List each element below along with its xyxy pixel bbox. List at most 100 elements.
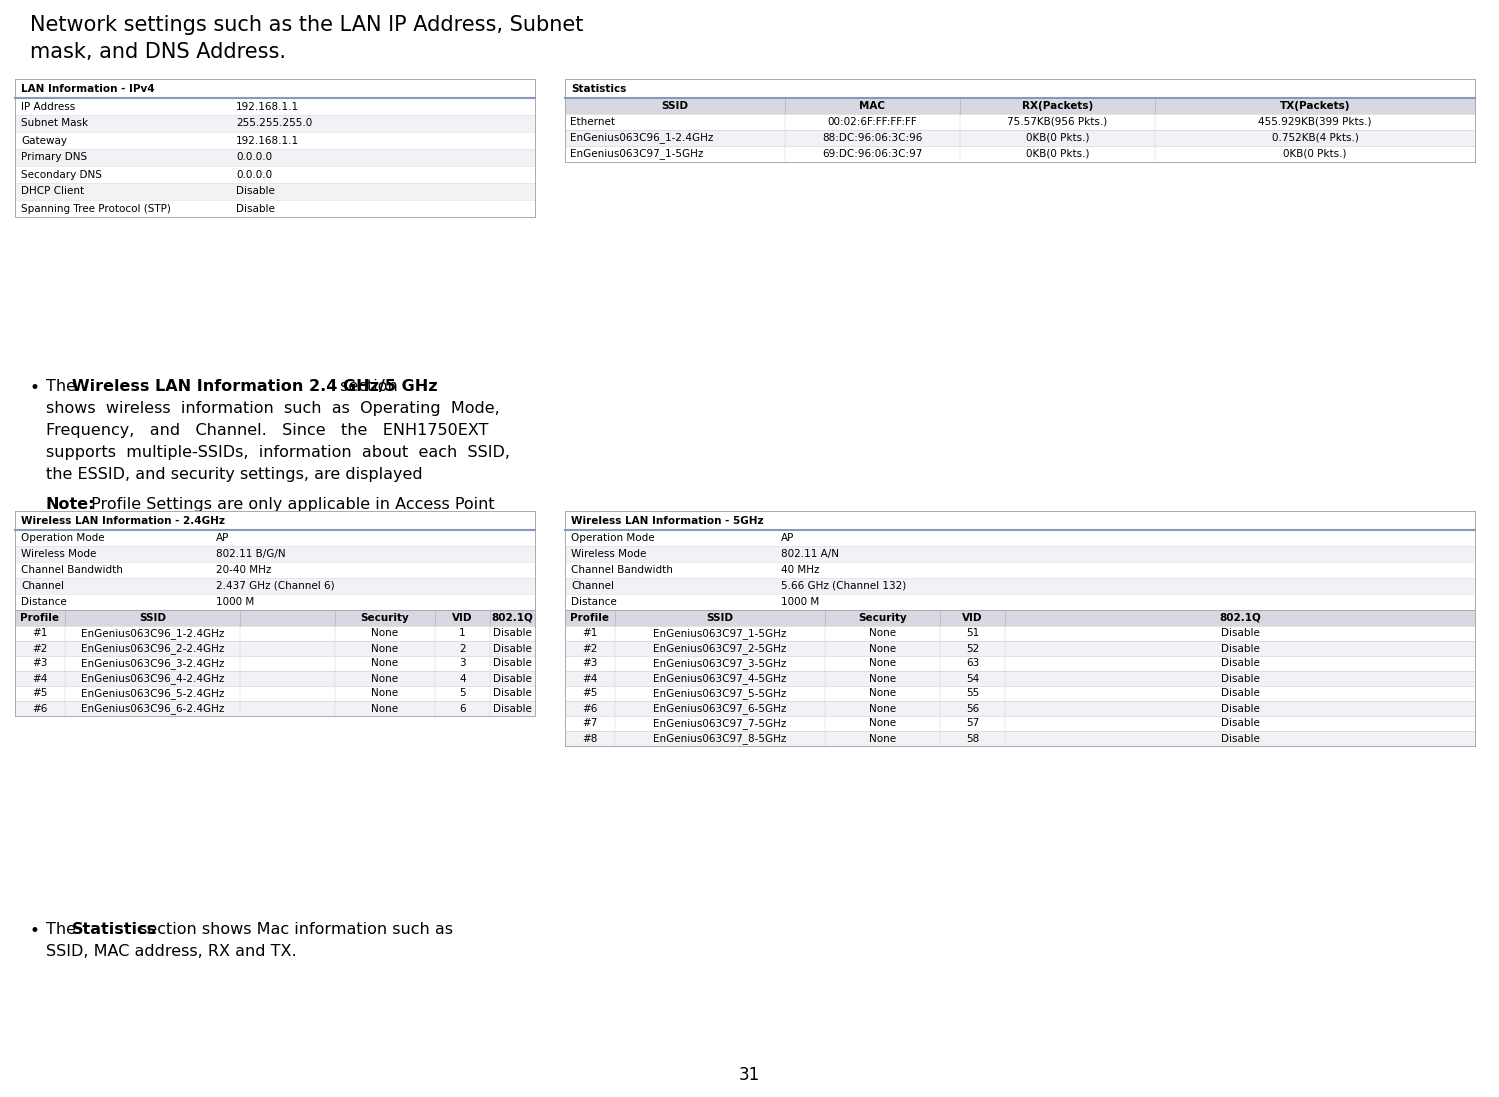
Bar <box>15 626 535 641</box>
Text: #1: #1 <box>33 629 48 638</box>
Text: EnGenius063C97_3-5GHz: EnGenius063C97_3-5GHz <box>654 658 787 669</box>
Bar <box>15 79 535 98</box>
Text: IP Address: IP Address <box>21 102 75 112</box>
Text: Disable: Disable <box>493 703 532 713</box>
Bar <box>15 546 535 562</box>
Text: SSID: SSID <box>661 101 688 111</box>
Text: The: The <box>46 921 81 937</box>
Text: 31: 31 <box>739 1066 760 1084</box>
Text: #1: #1 <box>582 629 598 638</box>
Bar <box>565 530 1475 546</box>
Text: Wireless LAN Information - 5GHz: Wireless LAN Information - 5GHz <box>571 516 763 525</box>
Text: #5: #5 <box>33 689 48 699</box>
Text: Security: Security <box>361 613 409 623</box>
Bar <box>565 610 1475 626</box>
Bar <box>565 114 1475 131</box>
Text: Ethernet: Ethernet <box>570 117 615 127</box>
Text: 0.0.0.0: 0.0.0.0 <box>235 170 273 180</box>
Text: 5: 5 <box>459 689 466 699</box>
Text: 56: 56 <box>965 703 979 713</box>
Text: EnGenius063C96_4-2.4GHz: EnGenius063C96_4-2.4GHz <box>81 674 225 683</box>
Text: None: None <box>372 658 399 668</box>
Bar <box>15 132 535 149</box>
Text: None: None <box>372 703 399 713</box>
Text: TX(Packets): TX(Packets) <box>1280 101 1351 111</box>
Bar <box>15 200 535 217</box>
Text: Disable: Disable <box>235 186 274 196</box>
Text: 69:DC:96:06:3C:97: 69:DC:96:06:3C:97 <box>823 149 923 159</box>
Text: 54: 54 <box>965 674 979 683</box>
Text: Disable: Disable <box>493 629 532 638</box>
Text: 802.1Q: 802.1Q <box>492 613 534 623</box>
Text: 455.929KB(399 Pkts.): 455.929KB(399 Pkts.) <box>1258 117 1372 127</box>
Text: Network settings such as the LAN IP Address, Subnet: Network settings such as the LAN IP Addr… <box>30 15 583 35</box>
Bar <box>15 115 535 132</box>
Text: 0.752KB(4 Pkts.): 0.752KB(4 Pkts.) <box>1271 133 1358 143</box>
Text: EnGenius063C97_8-5GHz: EnGenius063C97_8-5GHz <box>654 733 787 744</box>
Text: Frequency,   and   Channel.   Since   the   ENH1750EXT: Frequency, and Channel. Since the ENH175… <box>46 423 489 438</box>
Text: SSID: SSID <box>139 613 166 623</box>
Text: Channel Bandwidth: Channel Bandwidth <box>21 565 123 575</box>
Text: 6: 6 <box>459 703 466 713</box>
Text: •: • <box>30 378 40 397</box>
Bar <box>15 641 535 656</box>
Text: the ESSID, and security settings, are displayed: the ESSID, and security settings, are di… <box>46 467 423 482</box>
Text: EnGenius063C97_4-5GHz: EnGenius063C97_4-5GHz <box>654 674 787 683</box>
Text: 00:02:6F:FF:FF:FF: 00:02:6F:FF:FF:FF <box>827 117 917 127</box>
Text: Disable: Disable <box>1220 674 1259 683</box>
Text: Disable: Disable <box>235 204 274 214</box>
Text: #2: #2 <box>33 644 48 654</box>
Text: 255.255.255.0: 255.255.255.0 <box>235 118 312 128</box>
Text: Channel: Channel <box>571 581 615 591</box>
Text: 0.0.0.0: 0.0.0.0 <box>235 152 273 162</box>
Text: 4: 4 <box>459 674 466 683</box>
Text: 5.66 GHz (Channel 132): 5.66 GHz (Channel 132) <box>781 581 907 591</box>
Text: Disable: Disable <box>493 658 532 668</box>
Text: Profile Settings are only applicable in Access Point: Profile Settings are only applicable in … <box>85 497 495 512</box>
Bar <box>565 562 1475 578</box>
Text: Wireless Mode: Wireless Mode <box>21 548 96 559</box>
Text: EnGenius063C97_7-5GHz: EnGenius063C97_7-5GHz <box>654 719 787 728</box>
Text: Disable: Disable <box>1220 658 1259 668</box>
Text: DHCP Client: DHCP Client <box>21 186 84 196</box>
Text: Disable: Disable <box>493 689 532 699</box>
Bar <box>565 98 1475 114</box>
Bar <box>565 656 1475 671</box>
Text: #5: #5 <box>582 689 598 699</box>
Text: #2: #2 <box>582 644 598 654</box>
Text: #6: #6 <box>33 703 48 713</box>
Bar <box>565 641 1475 656</box>
Text: •: • <box>30 921 40 940</box>
Text: 0KB(0 Pkts.): 0KB(0 Pkts.) <box>1283 149 1346 159</box>
Text: 55: 55 <box>965 689 979 699</box>
Text: Disable: Disable <box>1220 703 1259 713</box>
Text: Disable: Disable <box>1220 629 1259 638</box>
Text: Disable: Disable <box>493 644 532 654</box>
Text: None: None <box>869 658 896 668</box>
Text: EnGenius063C96_5-2.4GHz: EnGenius063C96_5-2.4GHz <box>81 688 225 699</box>
Text: #7: #7 <box>582 719 598 728</box>
Bar <box>565 79 1475 98</box>
Text: 2: 2 <box>459 644 466 654</box>
Text: #6: #6 <box>582 703 598 713</box>
Bar <box>15 593 535 610</box>
Text: 0KB(0 Pkts.): 0KB(0 Pkts.) <box>1025 133 1090 143</box>
Text: Disable: Disable <box>1220 644 1259 654</box>
Text: VID: VID <box>453 613 472 623</box>
Text: 88:DC:96:06:3C:96: 88:DC:96:06:3C:96 <box>823 133 923 143</box>
Text: None: None <box>372 689 399 699</box>
Text: EnGenius063C97_6-5GHz: EnGenius063C97_6-5GHz <box>654 703 787 714</box>
Text: section shows Mac information such as: section shows Mac information such as <box>133 921 453 937</box>
Bar <box>565 131 1475 146</box>
Text: 75.57KB(956 Pkts.): 75.57KB(956 Pkts.) <box>1007 117 1108 127</box>
Text: EnGenius063C96_2-2.4GHz: EnGenius063C96_2-2.4GHz <box>81 643 225 654</box>
Text: Channel Bandwidth: Channel Bandwidth <box>571 565 673 575</box>
Text: None: None <box>869 689 896 699</box>
Text: Operation Mode: Operation Mode <box>571 533 655 543</box>
Bar <box>565 146 1475 162</box>
Text: supports  multiple-SSIDs,  information  about  each  SSID,: supports multiple-SSIDs, information abo… <box>46 445 510 460</box>
Text: Wireless Mode: Wireless Mode <box>571 548 646 559</box>
Text: EnGenius063C97_5-5GHz: EnGenius063C97_5-5GHz <box>654 688 787 699</box>
Text: 63: 63 <box>965 658 979 668</box>
Text: #3: #3 <box>33 658 48 668</box>
